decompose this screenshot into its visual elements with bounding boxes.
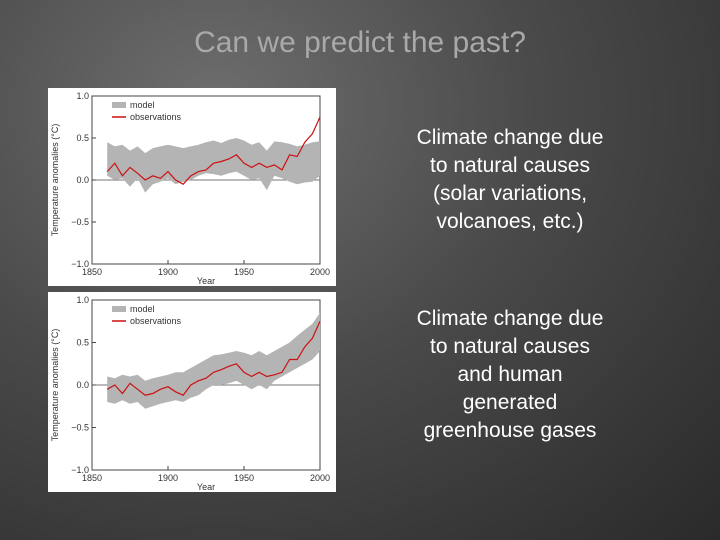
- caption-line: generated: [462, 391, 558, 414]
- legend-model-swatch: [112, 102, 126, 108]
- caption-natural-and-human: Climate change due to natural causes and…: [380, 305, 640, 445]
- caption-line: (solar variations,: [432, 182, 588, 205]
- x-tick-label: 1900: [158, 473, 178, 483]
- y-axis-label: Temperature anomalies (°C): [50, 329, 60, 442]
- x-tick-label: 1950: [234, 473, 254, 483]
- y-tick-label: 0.0: [76, 380, 89, 390]
- y-tick-label: 0.5: [76, 338, 89, 348]
- y-tick-label: −1.0: [71, 465, 89, 475]
- caption-natural-causes: Climate change due to natural causes (so…: [380, 124, 640, 236]
- model-band: [107, 312, 320, 409]
- caption-line: to natural causes: [430, 335, 590, 358]
- x-tick-label: 1900: [158, 267, 178, 277]
- caption-line: to natural causes: [430, 154, 590, 177]
- legend-model-label: model: [130, 304, 155, 314]
- y-tick-label: −0.5: [71, 217, 89, 227]
- legend-model-label: model: [130, 100, 155, 110]
- y-tick-label: −1.0: [71, 259, 89, 269]
- caption-line: Climate change due: [416, 126, 604, 149]
- x-tick-label: 1850: [82, 267, 102, 277]
- x-tick-label: 2000: [310, 267, 330, 277]
- y-tick-label: 0.0: [76, 175, 89, 185]
- chart-natural-causes: 1.0 0.5 0.0 −0.5 −1.0 1850 1900 1950 2000 Year Tem…: [48, 88, 336, 286]
- x-tick-label: 1850: [82, 473, 102, 483]
- slide-title: Can we predict the past?: [194, 26, 526, 59]
- legend-observations-label: observations: [130, 112, 182, 122]
- observations-line: [106, 321, 321, 396]
- x-tick-label: 1950: [234, 267, 254, 277]
- y-tick-label: 1.0: [76, 295, 89, 305]
- model-band: [107, 138, 320, 193]
- observations-line: [106, 116, 321, 185]
- y-axis-label: Temperature anomalies (°C): [50, 124, 60, 237]
- y-tick-label: 1.0: [76, 91, 89, 101]
- y-tick-label: −0.5: [71, 423, 89, 433]
- y-tick-label: 0.5: [76, 133, 89, 143]
- x-axis-label: Year: [197, 276, 215, 286]
- x-axis-label: Year: [197, 482, 215, 492]
- legend-observations-label: observations: [130, 316, 182, 326]
- chart-natural-and-human: 1.0 0.5 0.0 −0.5 −1.0 1850 1900 1950 2000 Year Tem…: [48, 292, 336, 492]
- x-tick-label: 2000: [310, 473, 330, 483]
- caption-line: Climate change due: [416, 307, 604, 330]
- caption-line: and human: [457, 363, 563, 386]
- caption-line: greenhouse gases: [423, 419, 597, 442]
- caption-line: volcanoes, etc.): [436, 210, 584, 233]
- legend-model-swatch: [112, 306, 126, 312]
